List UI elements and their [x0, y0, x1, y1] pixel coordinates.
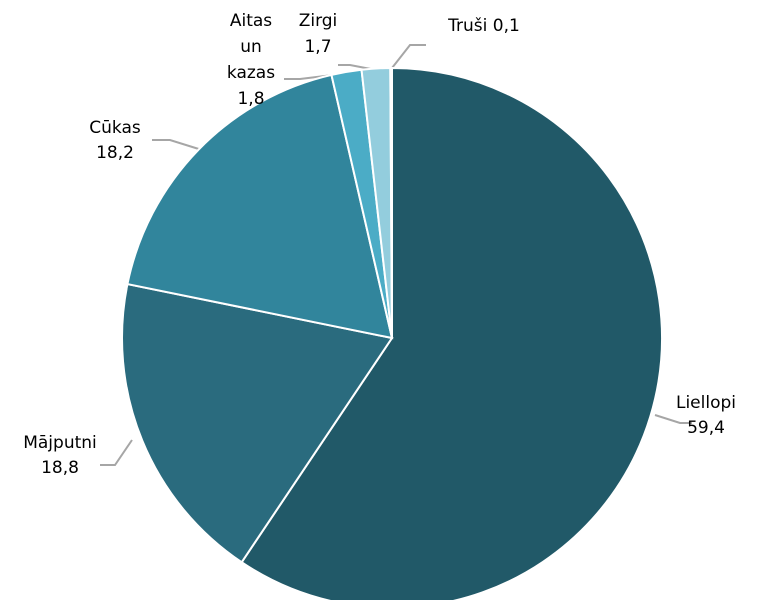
slice-label: Zirgi 1,7: [288, 8, 348, 60]
slice-label: Mājputni 18,8: [5, 431, 115, 481]
leader-line: [391, 44, 426, 69]
category-label: Truši: [448, 16, 488, 36]
value-label: 18,2: [96, 143, 134, 163]
slice-label: Liellopi 59,4: [661, 391, 751, 441]
pie-slice: [121, 282, 394, 564]
category-label: Zirgi: [298, 11, 338, 31]
leader-line: [100, 439, 133, 466]
category-label: Aitas un kazas: [226, 11, 276, 83]
value-label: 1,7: [304, 37, 332, 57]
value-label: 59,4: [687, 418, 725, 438]
category-label: Liellopi: [675, 393, 736, 413]
slice-label: Aitas un kazas 1,8: [220, 8, 282, 112]
value-label: 1,8: [237, 89, 265, 109]
category-label: Cūkas: [89, 118, 141, 138]
pie-slice: [126, 73, 394, 340]
slice-label: Cūkas 18,2: [70, 116, 160, 166]
leader-line: [654, 414, 692, 424]
value-label: 0,1: [492, 16, 520, 36]
pie-slice: [389, 66, 393, 339]
slice-label: Truši 0,1: [429, 14, 539, 39]
category-label: Mājputni: [23, 433, 97, 453]
leader-line: [152, 139, 203, 151]
pie-slice: [240, 66, 663, 600]
value-label: 18,8: [41, 458, 79, 478]
